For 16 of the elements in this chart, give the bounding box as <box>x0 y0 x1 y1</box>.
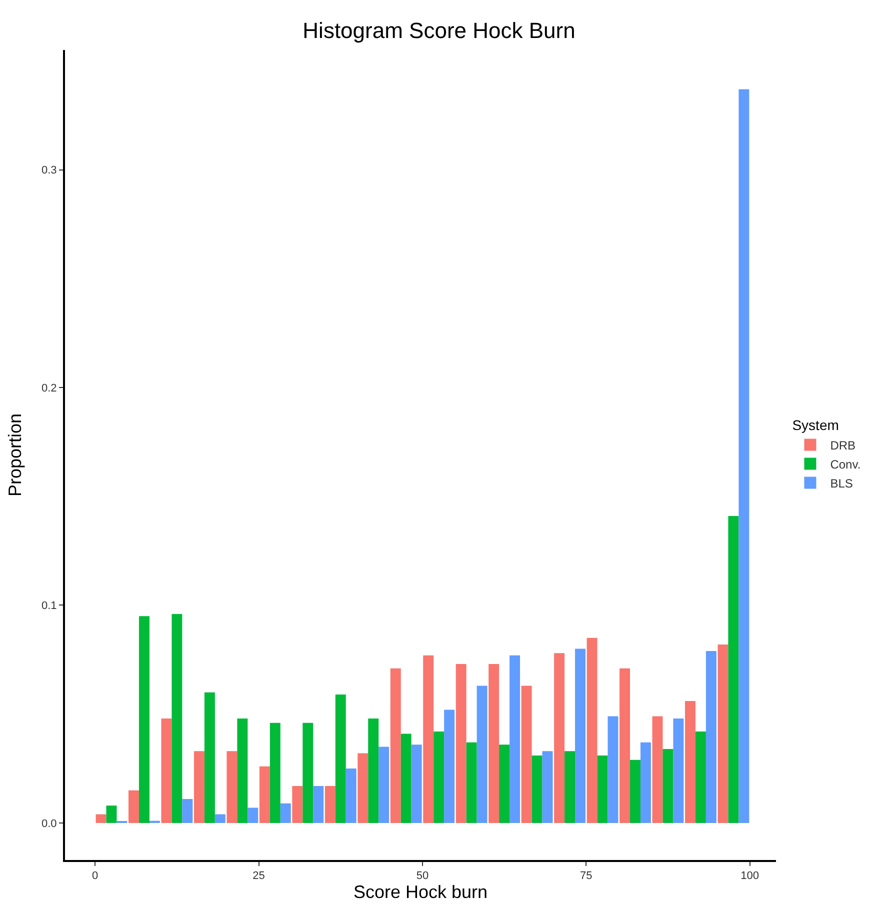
y-tick-label: 0.2 <box>42 382 57 394</box>
x-tick-label: 100 <box>740 870 759 882</box>
x-tick-label: 50 <box>416 870 429 882</box>
y-tick-label: 0.3 <box>42 164 57 177</box>
legend-label: DRB <box>830 438 856 452</box>
y-tick-label: 0.1 <box>42 600 57 612</box>
x-tick-label: 0 <box>92 870 98 882</box>
legend-label: Conv. <box>830 457 861 472</box>
y-axis-title: Proportion <box>5 413 26 497</box>
legend-title: System <box>792 417 839 434</box>
x-tick-label: 75 <box>580 870 592 882</box>
legend-label: BLS <box>830 476 853 490</box>
x-tick-label: 25 <box>252 870 265 882</box>
x-axis-title: Score Hock burn <box>353 882 488 902</box>
chart-title: Histogram Score Hock Burn <box>302 18 576 44</box>
y-tick-label: 0.0 <box>42 818 57 830</box>
